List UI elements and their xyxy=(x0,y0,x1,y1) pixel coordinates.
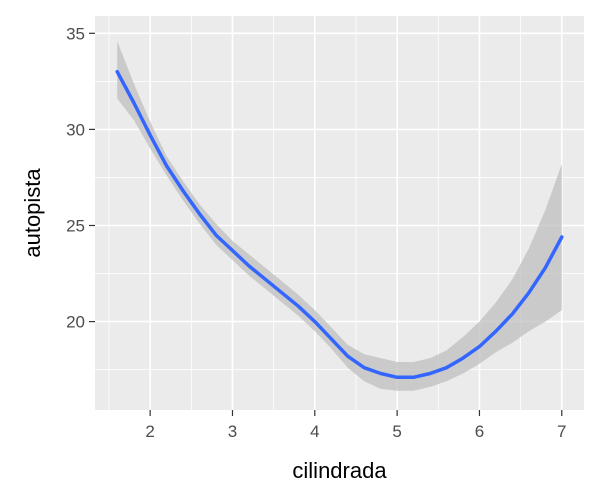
x-tick-label: 4 xyxy=(310,422,319,441)
x-tick-label: 3 xyxy=(228,422,237,441)
y-axis-title: autopista xyxy=(20,168,45,258)
y-tick-label: 20 xyxy=(66,313,85,332)
x-axis: 2 3 4 5 6 7 xyxy=(145,410,567,441)
y-tick-label: 30 xyxy=(66,120,85,139)
x-tick-label: 5 xyxy=(392,422,401,441)
x-tick-label: 7 xyxy=(557,422,566,441)
y-tick-label: 25 xyxy=(66,216,85,235)
major-grid xyxy=(95,16,584,410)
confidence-band xyxy=(117,41,562,391)
y-axis: 20 25 30 35 xyxy=(66,24,95,332)
x-tick-label: 6 xyxy=(475,422,484,441)
y-tick-label: 35 xyxy=(66,24,85,43)
smooth-line xyxy=(115,69,564,380)
x-tick-label: 2 xyxy=(145,422,154,441)
x-axis-title: cilindrada xyxy=(292,458,387,483)
